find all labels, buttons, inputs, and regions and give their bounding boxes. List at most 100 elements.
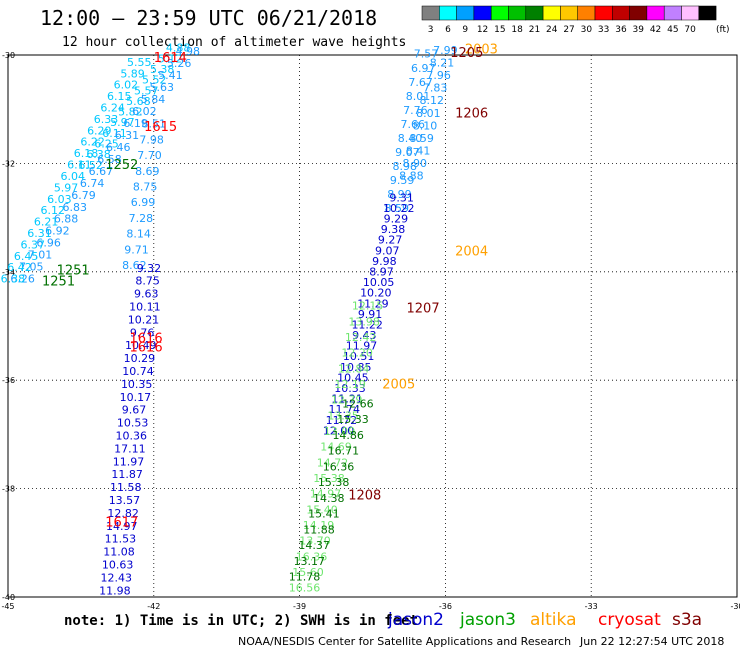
satellite-legend-cryosat: cryosat [598,610,661,630]
legend-swatch [629,5,648,21]
pass-time-label: 1206 [455,106,488,121]
swh-value: 6.22 [80,136,105,149]
swh-value: 11.58 [110,481,142,494]
satellite-legend-jason2: jason2 [387,610,444,630]
legend-bin-label: 21 [529,25,540,35]
swh-value: 5.52 [142,74,167,87]
swh-value: 6.37 [21,238,46,251]
swh-value: 14.97 [310,488,342,501]
legend-bin-label: 6 [445,25,451,35]
swh-value: 6.15 [107,90,132,103]
swh-value: 6.24 [100,101,125,114]
swh-value: 10.45 [337,371,369,384]
swh-value: 6.29 [87,124,112,137]
swh-value: 8.12 [420,94,445,107]
swh-value: 14.38 [313,492,345,505]
legend-bin-label: 36 [615,25,627,35]
swh-value: 9.67 [122,404,147,417]
swh-value: 10.17 [120,391,152,404]
swh-value: 6.31 [27,227,52,240]
swh-value: 11.72 [326,414,358,427]
track-pass-right-blue: 9.3110.229.299.389.279.079.988.9710.0510… [323,191,415,437]
swh-value: 16.36 [296,550,328,563]
pass-time-label: 1614 [154,51,187,66]
swh-value: 6.92 [45,225,70,238]
swh-value: 11.74 [328,403,360,416]
swh-value: 6.79 [71,189,96,202]
swh-value: 13.09 [324,425,356,438]
swh-value: 6.04 [60,170,85,183]
swh-value: 12.84 [338,362,370,375]
legend-swatch [421,5,440,21]
swh-value: 15.60 [292,566,324,579]
swh-value: 8.69 [135,165,160,178]
swh-value: 8.14 [126,228,151,241]
swh-value: 6.42 [7,261,32,274]
swh-value: 17.11 [114,442,146,455]
swh-value: 6.18 [74,147,99,160]
pass-time-label: 1252 [105,158,138,173]
swh-value: 10.29 [124,352,156,365]
swh-value: 9.91 [358,308,383,321]
track-pass-right-north: 7.576.977.678.017.767.668.409.078.989.59… [385,48,439,215]
swh-value: 12.66 [342,397,374,410]
swh-value: 15.38 [318,476,350,489]
swh-value: 14.69 [320,441,352,454]
legend-swatch [698,5,717,21]
pass-time-label: 2005 [382,377,415,392]
swh-value: 8.59 [409,132,434,145]
swh-value: 6.46 [106,141,131,154]
pass-time-label: 2003 [465,42,498,57]
lon-tick-label: -42 [147,602,160,611]
swh-value: 6.74 [80,177,105,190]
swh-value: 14.72 [317,456,349,469]
swh-value: 6.31 [115,129,140,142]
swh-value: 9.43 [352,329,377,342]
track-pass-blue-left: 9.328.759.6310.1110.219.7610.4910.2910.7… [99,262,161,597]
swh-value: 9.27 [378,234,403,247]
swh-value: 9.32 [137,262,162,275]
swh-value: 7.99 [433,44,458,57]
swh-value: 9.98 [372,255,397,268]
swh-value: 6.12 [41,204,66,217]
legend-bin-label: 24 [546,25,558,35]
swh-value: 10.36 [115,429,147,442]
pass-time-label: 1207 [407,301,440,316]
pass-time-label: 1617 [105,516,138,531]
swh-value: 6.33 [94,113,119,126]
swh-value: 14.86 [332,429,364,442]
pass-time-label: 1205 [450,46,483,61]
swh-value: 13.70 [299,535,331,548]
legend-swatch [663,5,682,21]
legend-bin-label: 15 [494,25,505,35]
legend-swatch [508,5,527,21]
swh-value: 13.98 [348,315,380,328]
legend-swatch [560,5,578,21]
legend-bin-label: 9 [462,25,468,35]
swh-value: 9.31 [389,191,414,204]
swh-value: 7.96 [426,69,451,82]
legend-swatch [542,5,561,21]
legend-swatch [439,5,457,21]
swh-value: 11.21 [331,393,363,406]
swh-value: 10.20 [360,287,392,300]
swh-value: 5.26 [167,57,192,70]
wave-height-color-legend: 3 6 9 12 15 18 21 24 27 30 33 36 39 42 45 70 [421,5,717,35]
legend-swatch [490,5,509,21]
lat-tick-label: -34 [2,268,15,277]
lon-tick-label: -30 [730,602,740,611]
swh-value: 7.28 [129,212,154,225]
lon-tick-label: -39 [293,602,306,611]
lat-tick-label: -38 [2,485,15,494]
legend-bin-label: 42 [650,25,661,35]
satellite-legend-s3a: s3a [672,610,702,630]
swh-value: 14.37 [298,539,330,552]
swh-value: 6.83 [63,201,88,214]
swh-value: 6.03 [47,193,72,206]
swh-value: 6.19 [123,117,148,130]
pass-time-label: 1615 [144,120,177,135]
swh-value: 9.07 [395,146,420,159]
swh-value: 6.02 [132,105,157,118]
swh-value: 10.85 [340,361,372,374]
track-pass-right-green: 12.15 13.98 12.42 12.20 12.84 12.19 12.79 13.35… [289,300,384,595]
